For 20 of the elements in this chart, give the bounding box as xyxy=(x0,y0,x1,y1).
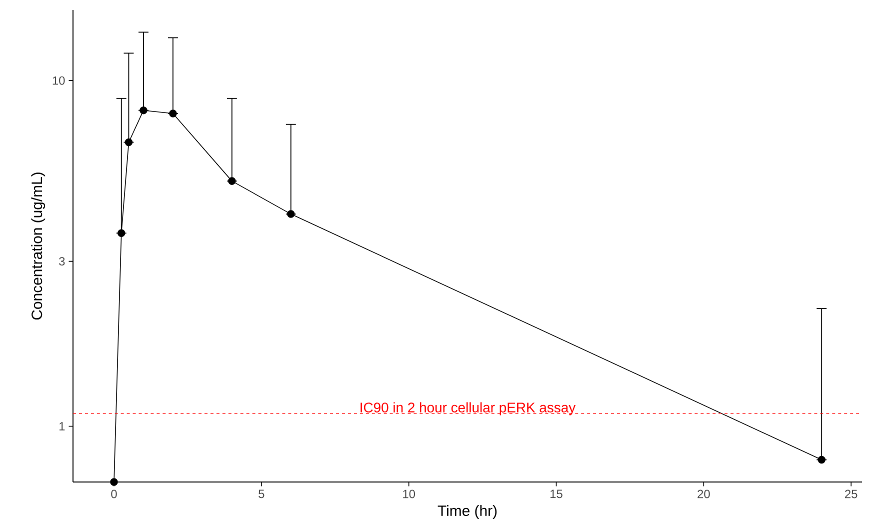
y-tick-label: 3 xyxy=(59,257,65,266)
ref-line-label: IC90 in 2 hour cellular pERK assay xyxy=(360,402,576,416)
x-tick-label: 0 xyxy=(111,490,117,498)
point xyxy=(110,478,118,486)
y-axis-title: Concentration (ug/mL) xyxy=(31,172,46,320)
x-axis-title: Time (hr) xyxy=(438,505,497,519)
point xyxy=(124,138,133,146)
x-tick-label: 10 xyxy=(403,490,416,498)
x-tick-label: 20 xyxy=(698,490,710,498)
x-tick-label: 5 xyxy=(258,490,264,498)
x-tick-label: 25 xyxy=(845,490,858,498)
point xyxy=(169,110,177,118)
point xyxy=(140,106,148,114)
point xyxy=(117,229,126,238)
y-tick-label: 10 xyxy=(52,76,65,85)
x-tick-label: 15 xyxy=(550,490,562,498)
point xyxy=(818,456,826,464)
y-tick-label: 1 xyxy=(59,422,65,430)
point xyxy=(287,210,295,218)
point xyxy=(228,177,236,185)
